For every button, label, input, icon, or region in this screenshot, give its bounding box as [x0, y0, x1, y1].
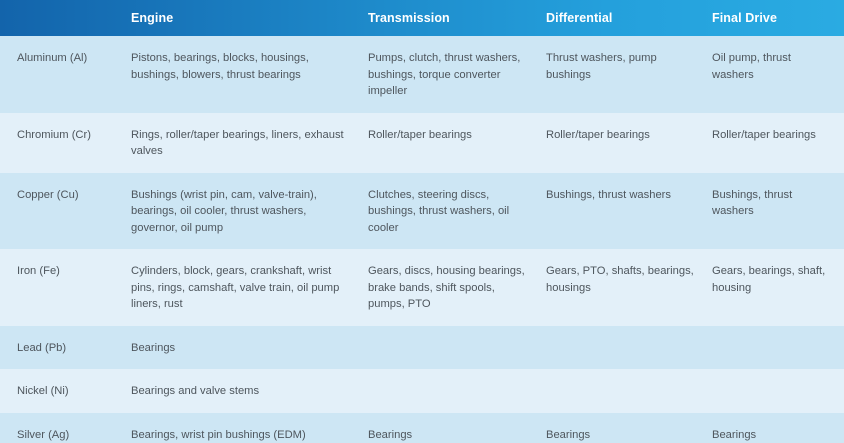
cell-transmission: Pumps, clutch, thrust washers, bushings,… — [368, 52, 521, 97]
cell-metal: Iron (Fe) — [17, 265, 60, 277]
cell-engine: Bushings (wrist pin, cam, valve-train), … — [131, 188, 317, 234]
cell-engine: Pistons, bearings, blocks, housings, bus… — [131, 52, 309, 81]
column-header-transmission: Transmission — [368, 11, 450, 25]
cell-final-drive — [712, 383, 844, 384]
cell-differential: Roller/taper bearings — [546, 128, 650, 141]
cell-differential: Gears, PTO, shafts, bearings, housings — [546, 265, 694, 294]
cell-transmission: Roller/taper bearings — [368, 128, 472, 141]
cell-transmission: Bearings — [368, 428, 413, 441]
cell-metal: Lead (Pb) — [17, 341, 67, 354]
table-row: Copper (Cu) Bushings (wrist pin, cam, va… — [0, 172, 844, 249]
table-row: Iron (Fe) Cylinders, block, gears, crank… — [0, 249, 844, 326]
column-header-final-drive: Final Drive — [712, 11, 778, 25]
cell-differential — [546, 383, 712, 384]
table-row: Chromium (Cr) Rings, roller/taper bearin… — [0, 112, 844, 173]
cell-final-drive: Roller/taper bearings — [712, 128, 816, 141]
table-row: Lead (Pb) Bearings — [0, 325, 844, 369]
table-body: Aluminum (Al) Pistons, bearings, blocks,… — [0, 36, 844, 443]
cell-engine: Bearings and valve stems — [131, 385, 260, 397]
cell-transmission: Gears, discs, housing bearings, brake ba… — [368, 265, 525, 310]
cell-metal: Nickel (Ni) — [17, 385, 69, 397]
cell-engine: Rings, roller/taper bearings, liners, ex… — [131, 128, 344, 158]
cell-differential: Bushings, thrust washers — [546, 188, 671, 201]
cell-engine: Bearings, wrist pin bushings (EDM) — [131, 428, 306, 441]
cell-metal: Silver (Ag) — [17, 428, 70, 441]
cell-engine: Bearings — [131, 341, 176, 354]
cell-final-drive: Gears, bearings, shaft, housing — [712, 265, 826, 294]
cell-transmission — [368, 340, 546, 341]
column-header-differential: Differential — [546, 11, 613, 25]
cell-transmission: Clutches, steering discs, bushings, thru… — [368, 188, 510, 234]
table-row: Aluminum (Al) Pistons, bearings, blocks,… — [0, 36, 844, 113]
cell-differential: Thrust washers, pump bushings — [546, 52, 657, 81]
table-row: Nickel (Ni) Bearings and valve stems — [0, 369, 844, 413]
cell-differential: Bearings — [546, 428, 591, 441]
table-row: Silver (Ag) Bearings, wrist pin bushings… — [0, 412, 844, 443]
cell-final-drive: Oil pump, thrust washers — [712, 52, 791, 81]
cell-final-drive: Bushings, thrust washers — [712, 188, 793, 218]
cell-final-drive — [712, 340, 844, 341]
table-header-row: Engine Transmission Differential Final D… — [0, 0, 844, 36]
cell-metal: Chromium (Cr) — [17, 128, 91, 141]
cell-differential — [546, 340, 712, 341]
column-header-engine: Engine — [131, 11, 174, 25]
cell-final-drive: Bearings — [712, 428, 757, 441]
cell-engine: Cylinders, block, gears, crankshaft, wri… — [131, 265, 340, 310]
cell-metal: Aluminum (Al) — [17, 52, 88, 64]
cell-metal: Copper (Cu) — [17, 188, 79, 201]
cell-transmission — [368, 383, 546, 384]
